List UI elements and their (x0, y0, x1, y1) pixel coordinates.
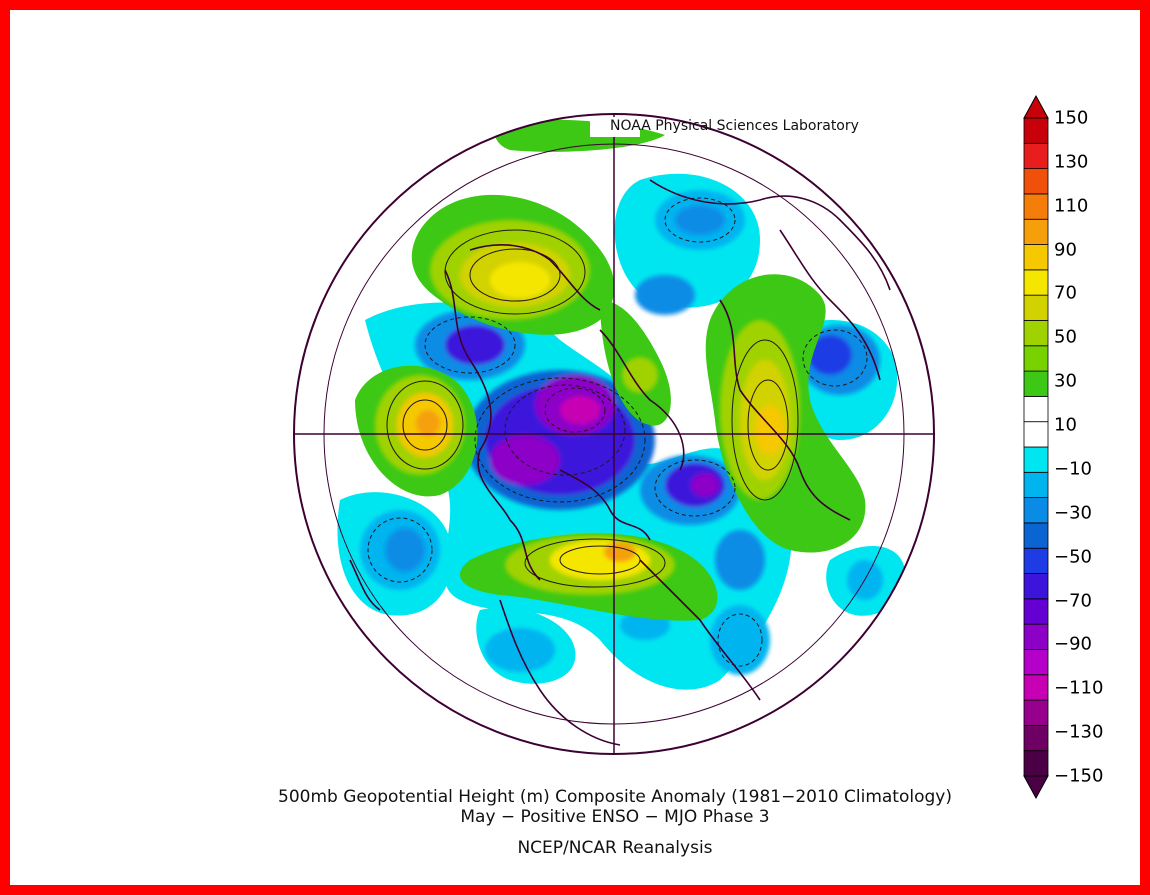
contour-lines (386, 229, 799, 588)
colorbar-segment (1023, 649, 1049, 676)
colorbar-segment (1023, 497, 1049, 524)
colorbar-segment (1023, 218, 1049, 245)
colorbar-segment (1023, 750, 1049, 777)
negative-anomaly-cores (360, 190, 883, 675)
map-subtitle: May − Positive ENSO − MJO Phase 3 (460, 807, 770, 827)
map-title: 500mb Geopotential Height (m) Composite … (278, 787, 952, 807)
colorbar-tick-label: −150 (1054, 765, 1104, 787)
colorbar-tick-label: −90 (1054, 633, 1092, 655)
colorbar-segment (1023, 117, 1049, 144)
colorbar-top-arrow (1023, 94, 1049, 119)
map-outline (293, 113, 935, 755)
colorbar-segment (1023, 573, 1049, 600)
colorbar-tick-label: −30 (1054, 502, 1092, 524)
colorbar-segment (1023, 370, 1049, 397)
anomaly-field (294, 114, 934, 754)
colorbar-tick-label: 50 (1054, 326, 1077, 348)
colorbar-segment (1023, 395, 1049, 423)
colorbar-segment (1023, 269, 1049, 296)
colorbar-segment (1023, 623, 1049, 650)
colorbar-tick-label: 10 (1054, 414, 1077, 436)
colorbar-segment (1023, 345, 1049, 372)
colorbar-segment (1023, 674, 1049, 701)
latitude-circle (323, 143, 905, 725)
colorbar-segment (1023, 421, 1049, 448)
colorbar-tick-label: 150 (1054, 107, 1089, 129)
colorbar-segment (1023, 294, 1049, 321)
credit-label: NOAA Physical Sciences Laboratory (610, 118, 859, 134)
credit-background (590, 117, 640, 137)
colorbar-segment (1023, 142, 1049, 170)
colorbar-segment (1023, 320, 1049, 347)
colorbar-tick-label: −110 (1054, 677, 1104, 699)
colorbar-tick-label: 90 (1054, 239, 1077, 261)
colorbar-tick-label: 130 (1054, 151, 1089, 173)
colorbar-segment (1023, 547, 1049, 574)
colorbar-tick-label: −50 (1054, 546, 1092, 568)
colorbar-segment (1023, 244, 1049, 271)
colorbar-segment (1023, 446, 1049, 473)
colorbar-segment (1023, 168, 1049, 195)
colorbar-tick-label: −70 (1054, 590, 1092, 612)
negative-contour-lines (367, 197, 868, 667)
colorbar-tick-label: −130 (1054, 721, 1104, 743)
colorbar-segment (1023, 522, 1049, 549)
colorbar-tick-label: 30 (1054, 370, 1077, 392)
colorbar-tick-label: 110 (1054, 195, 1089, 217)
colorbar-segment (1023, 193, 1049, 220)
colorbar-bottom-arrow (1023, 775, 1049, 800)
colorbar (1023, 94, 1049, 800)
colorbar-segment (1023, 471, 1049, 499)
positive-anomaly-cores (375, 220, 800, 595)
data-source: NCEP/NCAR Reanalysis (517, 838, 713, 858)
colorbar-segment (1023, 724, 1049, 752)
colorbar-tick-label: 70 (1054, 282, 1077, 304)
colorbar-tick-label: −10 (1054, 458, 1092, 480)
colorbar-segment (1023, 699, 1049, 726)
colorbar-segment (1023, 598, 1049, 625)
coastlines (349, 179, 891, 746)
